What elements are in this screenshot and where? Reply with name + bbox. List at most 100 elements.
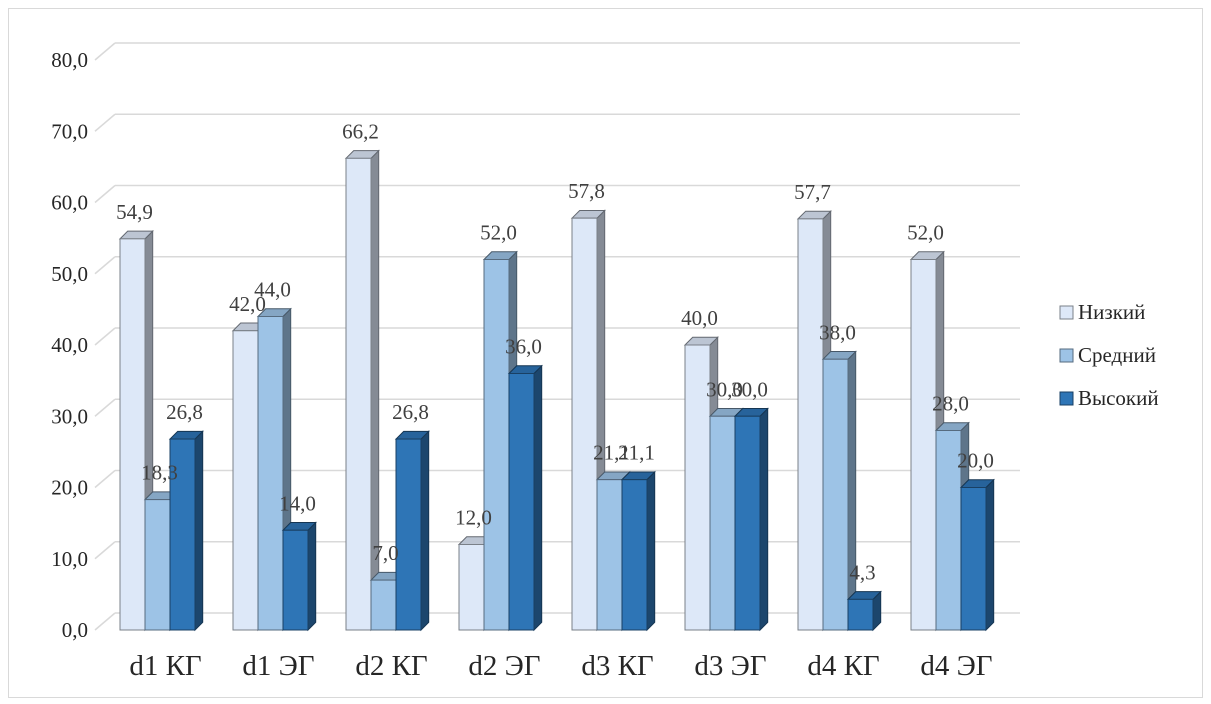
x-tick-label: d2 ЭГ bbox=[468, 650, 540, 682]
bar-side bbox=[420, 430, 430, 632]
bar-front bbox=[797, 218, 824, 631]
bar-front bbox=[571, 217, 598, 631]
gridline-left bbox=[94, 398, 116, 417]
data-label: 7,0 bbox=[372, 541, 398, 565]
data-label: 57,8 bbox=[568, 179, 605, 203]
bar-front bbox=[370, 579, 397, 631]
bar-side bbox=[985, 478, 995, 632]
bar-front bbox=[734, 415, 761, 631]
bar bbox=[620, 470, 656, 632]
gridline-left bbox=[94, 469, 116, 489]
bar-front bbox=[169, 438, 196, 631]
data-label: 20,0 bbox=[957, 449, 994, 473]
legend-label: Средний bbox=[1078, 343, 1156, 367]
bar bbox=[281, 521, 317, 632]
data-label: 28,0 bbox=[932, 392, 969, 416]
bar-front bbox=[910, 259, 937, 631]
bar-side bbox=[759, 407, 769, 632]
data-label: 44,0 bbox=[254, 278, 291, 302]
bar-side bbox=[194, 430, 204, 632]
data-label: 52,0 bbox=[907, 221, 944, 245]
gridline-left bbox=[94, 612, 116, 631]
data-label: 26,8 bbox=[392, 400, 429, 424]
y-tick-label: 80,0 bbox=[51, 48, 88, 72]
bar-front bbox=[621, 479, 648, 631]
legend: Низкий Средний Высокий bbox=[1059, 300, 1159, 410]
bar bbox=[168, 430, 204, 632]
bar-front bbox=[458, 544, 485, 631]
gridline-left bbox=[94, 541, 116, 560]
bar-front bbox=[709, 415, 736, 631]
bar-side bbox=[847, 350, 857, 632]
y-tick-label: 50,0 bbox=[51, 262, 88, 286]
x-tick-label: d1 КГ bbox=[129, 650, 201, 682]
bar bbox=[344, 149, 380, 632]
gridline-left bbox=[94, 256, 116, 275]
data-label: 57,7 bbox=[794, 180, 831, 204]
bar-front bbox=[483, 259, 510, 631]
bar-front bbox=[847, 598, 874, 631]
data-label: 66,2 bbox=[342, 119, 379, 143]
bar bbox=[959, 478, 995, 632]
legend-item: Высокий bbox=[1059, 386, 1159, 410]
x-tick-label: d1 ЭГ bbox=[242, 650, 314, 682]
bar bbox=[256, 307, 292, 632]
bar-front bbox=[282, 529, 309, 631]
x-tick-label: d4 ЭГ bbox=[920, 650, 992, 682]
bar-side bbox=[307, 521, 317, 632]
legend-item: Низкий bbox=[1059, 300, 1145, 324]
bar-front bbox=[257, 316, 284, 631]
data-label: 14,0 bbox=[279, 491, 316, 515]
bar bbox=[394, 430, 430, 632]
bar bbox=[507, 364, 543, 632]
data-label: 4,3 bbox=[849, 560, 875, 584]
legend-swatch bbox=[1059, 305, 1074, 320]
y-axis: 0,0 10,0 20,0 30,0 40,0 50,0 60,0 70,0 80,0 bbox=[51, 48, 88, 642]
x-tick-label: d3 ЭГ bbox=[694, 650, 766, 682]
legend-swatch bbox=[1059, 348, 1074, 363]
legend-swatch bbox=[1059, 391, 1074, 406]
gridline-left bbox=[94, 184, 116, 204]
gridline-left bbox=[94, 42, 116, 61]
y-tick-label: 20,0 bbox=[51, 476, 88, 500]
bar-front bbox=[144, 499, 171, 631]
bar-front bbox=[345, 157, 372, 631]
data-label: 42,0 bbox=[229, 292, 266, 316]
bar-side bbox=[646, 470, 656, 632]
y-tick-label: 40,0 bbox=[51, 333, 88, 357]
bar-front bbox=[395, 438, 422, 631]
data-label: 26,8 bbox=[166, 400, 203, 424]
bar bbox=[846, 590, 882, 632]
data-label: 12,0 bbox=[455, 506, 492, 530]
bar-front bbox=[822, 358, 849, 631]
x-tick-label: d2 КГ bbox=[355, 650, 427, 682]
legend-label: Низкий bbox=[1078, 300, 1145, 324]
data-label: 54,9 bbox=[116, 200, 153, 224]
x-axis: d1 КГ d1 ЭГ d2 КГ d2 ЭГ d3 КГ d3 ЭГ d4 КГ d4 ЭГ bbox=[129, 650, 992, 682]
data-label: 52,0 bbox=[480, 221, 517, 245]
data-label: 38,0 bbox=[819, 320, 856, 344]
y-tick-label: 0,0 bbox=[62, 618, 88, 642]
bar bbox=[821, 350, 857, 632]
y-tick-label: 10,0 bbox=[51, 547, 88, 571]
x-tick-label: d4 КГ bbox=[807, 650, 879, 682]
data-label: 30,0 bbox=[731, 377, 768, 401]
bars bbox=[118, 149, 995, 632]
data-labels: 54,9 18,3 26,8 42,044,0 14,0 66,2 7,0 26,8 12,0 5… bbox=[116, 119, 994, 584]
bar-front bbox=[684, 344, 711, 631]
bar-front bbox=[508, 373, 535, 631]
bar-side bbox=[533, 364, 543, 632]
bar-front bbox=[232, 330, 259, 631]
gridline-left bbox=[94, 327, 116, 346]
legend-label: Высокий bbox=[1078, 386, 1159, 410]
data-label: 18,3 bbox=[141, 461, 178, 485]
data-label: 36,0 bbox=[505, 335, 542, 359]
y-tick-label: 70,0 bbox=[51, 119, 88, 143]
data-label: 40,0 bbox=[681, 306, 718, 330]
data-label: 21,1 bbox=[618, 441, 655, 465]
y-tick-label: 60,0 bbox=[51, 191, 88, 215]
data-label: 30,0 bbox=[706, 377, 743, 401]
bar-front bbox=[960, 487, 987, 631]
data-label: 21,1 bbox=[593, 441, 630, 465]
